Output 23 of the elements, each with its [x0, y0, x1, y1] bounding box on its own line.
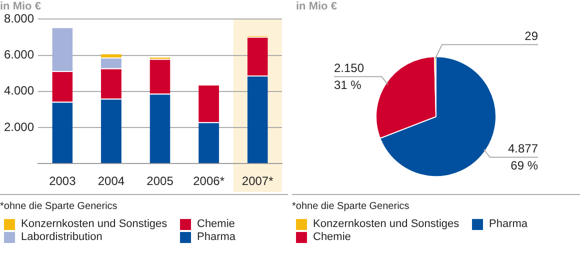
legend-label: Pharma — [489, 218, 528, 230]
x-tick-label: 2003 — [49, 174, 76, 188]
legend-label: Chemie — [313, 231, 351, 243]
chart-title: in Mio € — [296, 0, 337, 13]
y-tick-label: 8.000 — [4, 12, 34, 26]
data-label: 29 — [524, 28, 538, 43]
text: *ohne die Sparte Generics — [292, 201, 410, 212]
data-label: 2.150 31 % — [334, 60, 364, 92]
legend-label: Pharma — [197, 231, 236, 243]
x-tick-label: 2004 — [98, 174, 125, 188]
x-tick-label: 2005 — [146, 174, 174, 188]
legend-label: Labordistribution — [21, 231, 102, 243]
legend-label: Konzernkosten und Sonstiges — [21, 218, 168, 230]
text: *ohne die Sparte Generics — [0, 201, 118, 212]
data-label: 4.877 69 % — [508, 142, 538, 173]
x-tick-label: 2007* — [242, 174, 274, 188]
chart-title: in Mio € — [0, 0, 41, 13]
y-tick-label: 6.000 — [4, 48, 34, 62]
y-tick-label: 4.000 — [4, 84, 34, 98]
legend-label: Chemie — [197, 218, 235, 230]
x-tick-label: 2006* — [193, 174, 225, 188]
legend-label: Konzernkosten und Sonstiges — [313, 218, 460, 230]
y-tick-label: 2.000 — [4, 120, 34, 134]
